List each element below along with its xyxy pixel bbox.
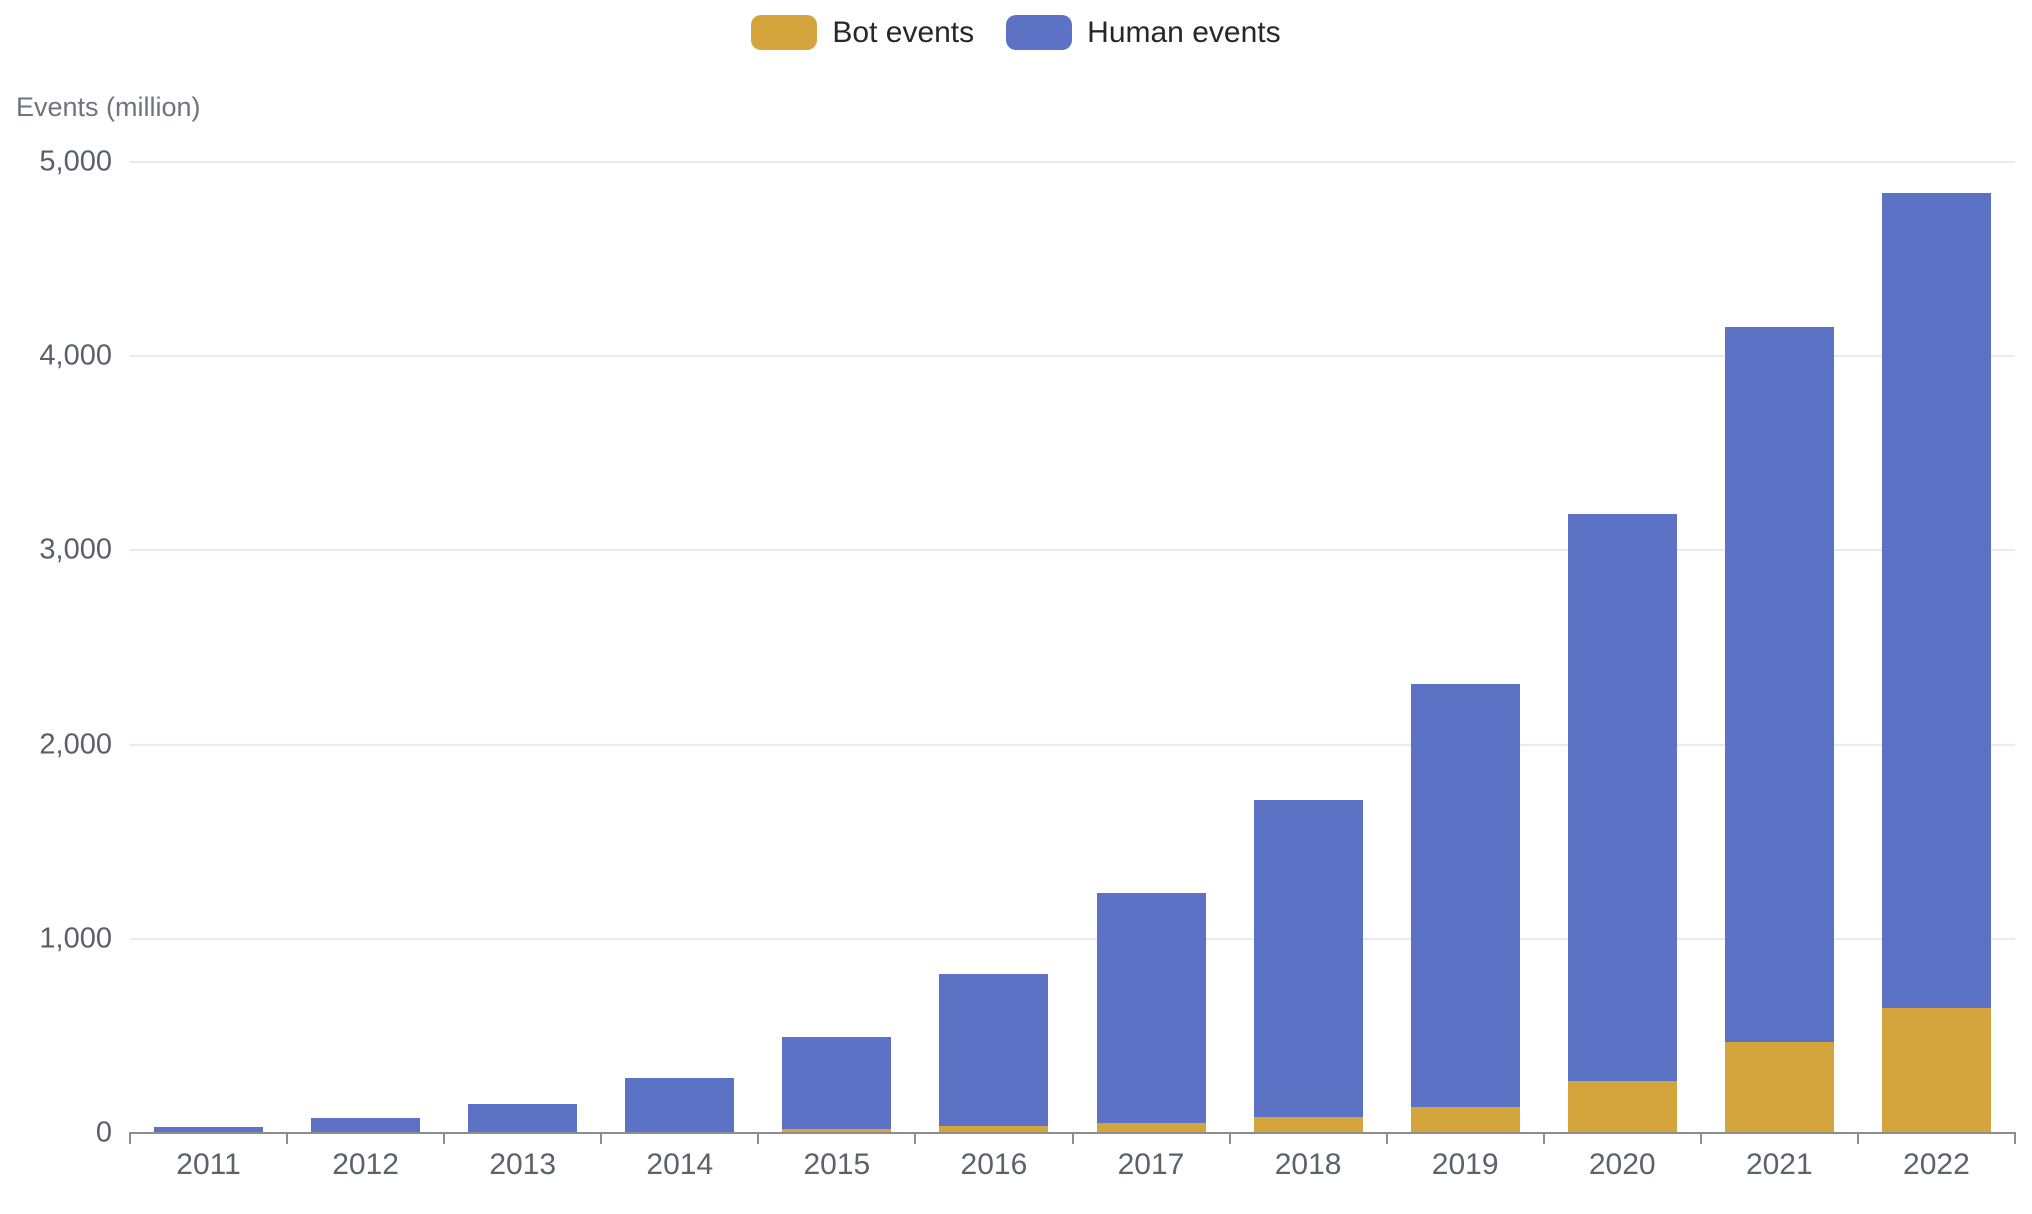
plot-area [129, 161, 2016, 1144]
bar-human-events-2011 [154, 1127, 264, 1133]
gridline-5000 [130, 161, 2015, 163]
bar-bot-events-2015 [782, 1129, 892, 1133]
bar-human-events-2018 [1253, 799, 1363, 1118]
x-tick-label-2017: 2017 [1117, 1148, 1185, 1181]
bar-bot-events-2016 [939, 1126, 1049, 1133]
bar-human-events-2015 [782, 1036, 892, 1130]
legend-label: Bot events [832, 15, 975, 49]
x-axis-tick [2014, 1133, 2016, 1144]
bar-human-events-2017 [1096, 893, 1206, 1124]
x-axis-labels: 2011 2012 2013 2014 2015 2016 2017 2018 2019 2020… [130, 1148, 2015, 1182]
bar-human-events-2021 [1724, 327, 1834, 1042]
x-tick-label-2011: 2011 [176, 1148, 241, 1181]
bar-group-2016 [915, 162, 1072, 1133]
bar-human-events-2014 [625, 1077, 735, 1133]
bar-bot-events-2021 [1724, 1041, 1834, 1133]
bar-bot-events-2017 [1096, 1123, 1206, 1133]
bot-events-swatch-icon [751, 15, 818, 50]
bar-human-events-2012 [311, 1118, 421, 1133]
bar-human-events-2016 [939, 973, 1049, 1127]
bar-group-2022 [1858, 162, 2015, 1133]
x-axis-tick [1699, 1133, 1702, 1144]
legend-item-human-events[interactable]: Human events [1006, 15, 1281, 50]
bar-human-events-2022 [1881, 193, 1991, 1008]
legend-label: Human events [1087, 15, 1281, 49]
bar-group-2012 [287, 162, 444, 1133]
gridline-4000 [130, 355, 2015, 358]
x-axis-tick [129, 1133, 131, 1144]
bar-group-2013 [444, 162, 601, 1133]
x-axis-tick [443, 1133, 446, 1144]
x-axis-tick [286, 1133, 289, 1144]
bar-group-2017 [1072, 162, 1229, 1133]
x-axis-tick [1071, 1133, 1074, 1144]
gridline-3000 [130, 549, 2015, 552]
x-axis-tick [1542, 1133, 1545, 1144]
x-tick-label-2022: 2022 [1903, 1148, 1970, 1181]
x-tick-label-2012: 2012 [332, 1148, 399, 1181]
x-tick-label-2016: 2016 [960, 1148, 1028, 1181]
x-tick-label-2013: 2013 [489, 1148, 557, 1181]
y-tick-label-0: 0 [95, 1116, 112, 1149]
bar-bot-events-2019 [1410, 1106, 1520, 1133]
x-axis-tick [757, 1133, 760, 1144]
x-tick-label-2020: 2020 [1588, 1148, 1656, 1181]
x-axis-tick [914, 1133, 917, 1144]
x-axis-tick [600, 1133, 603, 1144]
y-axis-title: Events (million) [16, 92, 201, 122]
bar-bot-events-2022 [1881, 1007, 1991, 1133]
bar-group-2019 [1387, 162, 1544, 1133]
human-events-swatch-icon [1006, 15, 1073, 50]
y-tick-label-3000: 3,000 [39, 533, 112, 566]
x-tick-label-2018: 2018 [1274, 1148, 1342, 1181]
bar-group-2021 [1701, 162, 1858, 1133]
y-tick-label-4000: 4,000 [39, 339, 112, 372]
bar-human-events-2013 [468, 1103, 578, 1133]
x-tick-label-2019: 2019 [1431, 1148, 1499, 1181]
legend-item-bot-events[interactable]: Bot events [751, 15, 974, 50]
gridline-1000 [130, 937, 2015, 940]
y-tick-label-1000: 1,000 [39, 922, 112, 955]
x-tick-label-2015: 2015 [803, 1148, 871, 1181]
bar-group-2014 [601, 162, 758, 1133]
y-tick-label-2000: 2,000 [39, 728, 112, 761]
y-axis-labels: 5,000 4,000 3,000 2,000 1,000 0 [0, 146, 112, 1149]
bar-group-2018 [1230, 162, 1387, 1133]
bar-group-2011 [130, 162, 287, 1133]
x-axis-tick [1856, 1133, 1859, 1144]
x-axis-tick [1228, 1133, 1231, 1144]
x-tick-label-2014: 2014 [646, 1148, 714, 1181]
y-tick-label-5000: 5,000 [39, 145, 112, 178]
bar-bot-events-2020 [1567, 1080, 1677, 1133]
bar-group-2015 [758, 162, 915, 1133]
gridline-2000 [130, 743, 2015, 746]
x-tick-label-2021: 2021 [1745, 1148, 1813, 1181]
bar-bot-events-2018 [1253, 1117, 1363, 1133]
legend: Bot events Human events [0, 15, 2032, 50]
bar-group-2020 [1544, 162, 1701, 1133]
bar-human-events-2020 [1567, 513, 1677, 1081]
bar-human-events-2019 [1410, 684, 1520, 1107]
x-axis-tick [1385, 1133, 1388, 1144]
bars [130, 162, 2015, 1133]
